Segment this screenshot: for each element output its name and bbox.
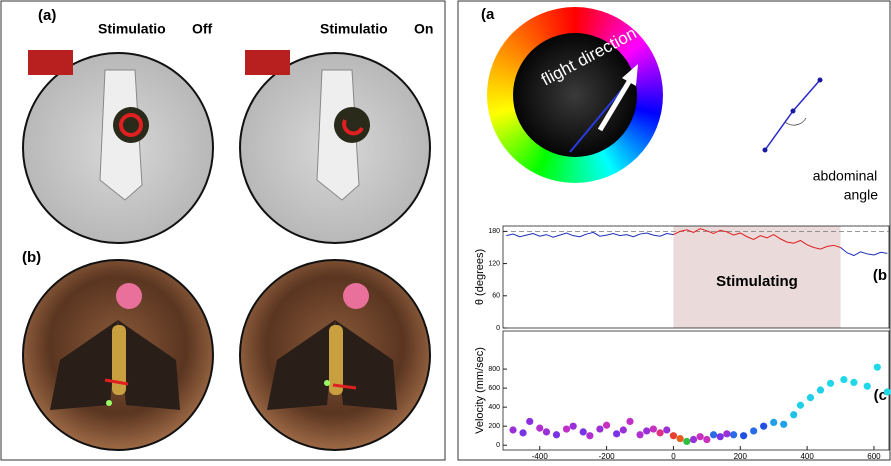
panel-label: (a) (38, 7, 56, 24)
velocity-point (543, 428, 550, 435)
velocity-point (797, 402, 804, 409)
velocity-point (620, 426, 627, 433)
photo-title: Stimulatio (98, 21, 166, 37)
velocity-point (760, 423, 767, 430)
y-tick-label: 200 (488, 423, 500, 430)
velocity-point (563, 425, 570, 432)
y-tick-label: 120 (488, 260, 500, 267)
velocity-point (586, 432, 593, 439)
velocity-point (643, 427, 650, 434)
velocity-point (570, 423, 577, 430)
panel-label: (a (481, 6, 495, 23)
velocity-point (710, 431, 717, 438)
angle-label: angle (844, 187, 878, 203)
velocity-point (509, 426, 516, 433)
velocity-point (519, 429, 526, 436)
velocity-point (553, 431, 560, 438)
angle-label: abdominal (813, 168, 878, 184)
velocity-point (864, 383, 871, 390)
velocity-point (663, 426, 670, 433)
velocity-point (740, 432, 747, 439)
figure: (a) Stimulatio Off Stimulatio On (b) fli… (0, 0, 891, 461)
velocity-point (596, 425, 603, 432)
velocity-point (536, 425, 543, 432)
photo-title: Stimulatio (320, 21, 388, 37)
span-label: Stimulating (716, 273, 798, 290)
velocity-point (840, 376, 847, 383)
velocity-point (790, 411, 797, 418)
velocity-point (850, 379, 857, 386)
velocity-point (770, 419, 777, 426)
panel-label: (b) (22, 249, 41, 266)
velocity-point (603, 422, 610, 429)
velocity-point (827, 380, 834, 387)
photo-state: Off (192, 21, 213, 37)
panel-label: (b (873, 267, 887, 284)
y-tick-label: 180 (488, 228, 500, 235)
velocity-point (817, 386, 824, 393)
y-tick-label: 800 (488, 366, 500, 373)
velocity-point (874, 364, 881, 371)
x-tick-label: 600 (867, 452, 881, 461)
velocity-point (650, 425, 657, 432)
velocity-point (807, 394, 814, 401)
velocity-point (677, 435, 684, 442)
y-tick-label: 400 (488, 404, 500, 411)
velocity-point (613, 430, 620, 437)
velocity-point (723, 430, 730, 437)
velocity-point (670, 432, 677, 439)
velocity-point (884, 388, 891, 395)
x-tick-label: -400 (532, 452, 549, 461)
velocity-point (580, 428, 587, 435)
y-axis-label: Velocity (mm/sec) (474, 347, 486, 434)
y-tick-label: 0 (496, 325, 500, 332)
velocity-point (717, 433, 724, 440)
velocity-point (690, 436, 697, 443)
velocity-point (697, 433, 704, 440)
y-tick-label: 600 (488, 385, 500, 392)
velocity-point (703, 436, 710, 443)
velocity-point (683, 438, 690, 445)
velocity-point (730, 431, 737, 438)
x-tick-label: 400 (800, 452, 814, 461)
velocity-point (780, 421, 787, 428)
y-tick-label: 0 (496, 442, 500, 449)
velocity-point (656, 429, 663, 436)
y-axis-label: θ (degrees) (474, 249, 486, 305)
velocity-point (750, 427, 757, 434)
velocity-point (626, 418, 633, 425)
velocity-point (526, 418, 533, 425)
photo-state: On (414, 21, 433, 37)
velocity-point (636, 431, 643, 438)
y-tick-label: 60 (492, 293, 500, 300)
